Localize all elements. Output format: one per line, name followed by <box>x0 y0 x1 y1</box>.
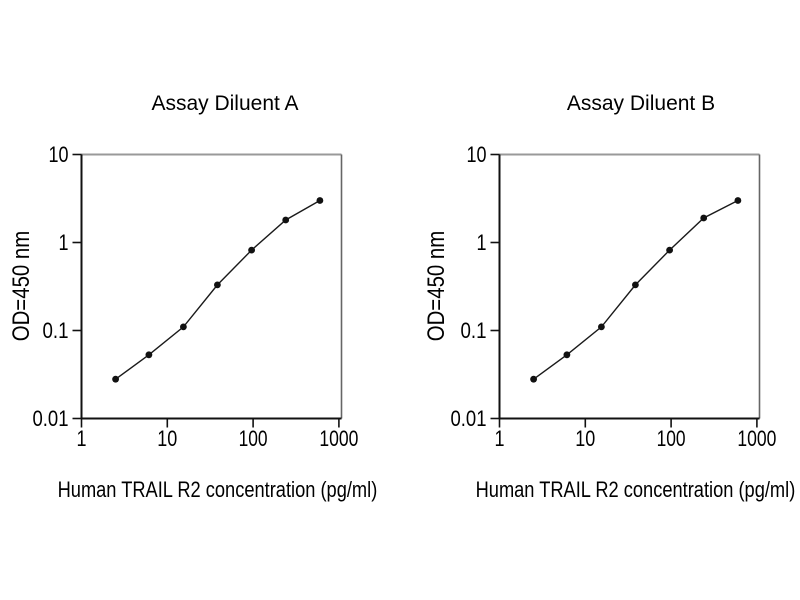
y-axis-label-left: OD=450 nm <box>8 230 35 342</box>
x-tick-label: 10 <box>157 426 177 451</box>
data-point <box>112 375 119 383</box>
chart-title-left: Assay Diluent A <box>151 92 299 115</box>
x-tick-label: 100 <box>657 426 686 451</box>
data-point <box>563 351 571 359</box>
x-tick-label: 1 <box>495 426 505 451</box>
y-tick-label: 0.1 <box>43 318 69 343</box>
x-axis-label-left: Human TRAIL R2 concentration (pg/ml) <box>57 477 378 502</box>
y-tick-label: 0.01 <box>451 406 487 431</box>
data-point <box>700 214 708 222</box>
data-point <box>734 197 742 204</box>
standard-curve <box>533 199 739 380</box>
left-plot-area: 10 1 0.1 0.01 1 10 100 1000 <box>33 142 359 451</box>
y-tick-label: 1 <box>59 230 69 255</box>
y-tick-label: 10 <box>49 142 69 167</box>
y-axis-label-right: OD=450 nm <box>423 230 450 342</box>
y-tick-label: 0.1 <box>461 318 487 343</box>
x-tick-label: 100 <box>239 426 268 451</box>
data-point <box>180 323 187 331</box>
data-point <box>316 197 324 204</box>
data-point <box>145 351 153 359</box>
data-point <box>530 375 537 383</box>
data-point <box>214 281 221 289</box>
y-tick-label: 1 <box>477 230 487 255</box>
x-tick-label: 1000 <box>737 426 776 451</box>
data-point <box>598 323 605 331</box>
x-tick-label: 1000 <box>319 426 358 451</box>
x-axis-label-right: Human TRAIL R2 concentration (pg/ml) <box>475 477 796 502</box>
right-plot-area: 10 1 0.1 0.01 1 10 100 1000 <box>451 142 777 451</box>
data-point <box>248 246 256 254</box>
y-tick-label: 10 <box>467 142 487 167</box>
data-point <box>632 281 639 289</box>
standard-curve <box>115 199 321 380</box>
x-tick-label: 10 <box>575 426 595 451</box>
data-point <box>282 216 290 224</box>
data-point <box>666 246 673 254</box>
x-tick-label: 1 <box>77 426 87 451</box>
y-tick-label: 0.01 <box>33 406 69 431</box>
chart-title-right: Assay Diluent B <box>566 92 716 115</box>
